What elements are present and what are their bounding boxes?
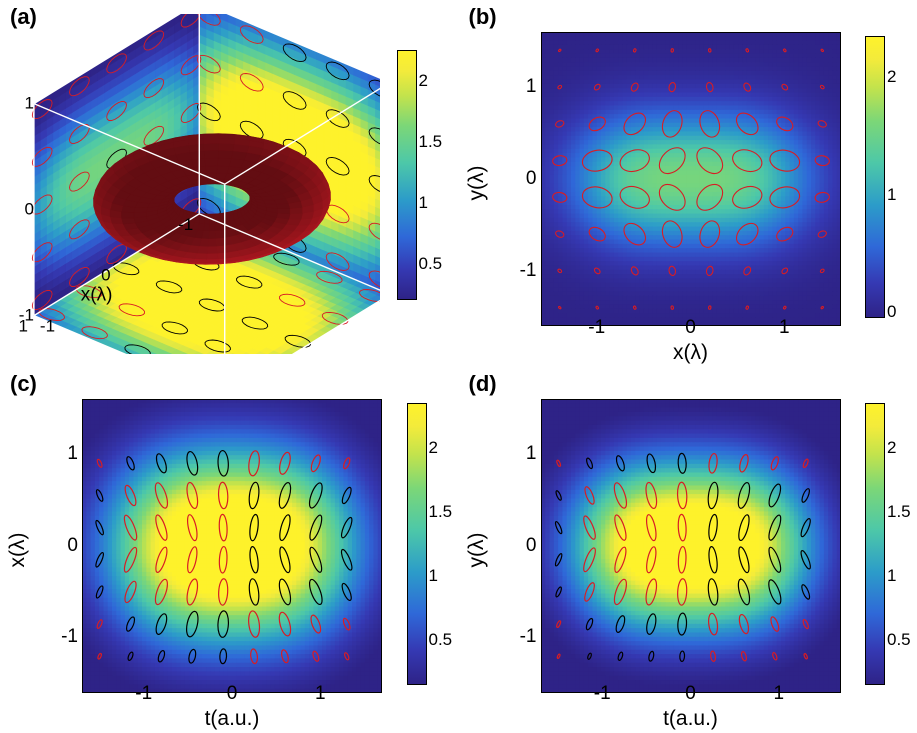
svg-text:x(λ): x(λ) (81, 285, 113, 306)
svg-text:-1: -1 (178, 215, 193, 234)
panel-b: (b) y(λ) -101 -101 x(λ) 012 (459, 0, 917, 367)
panel-c-xticks: -101 (82, 683, 382, 703)
panel-c-colorbar (407, 403, 427, 685)
svg-text:1: 1 (18, 317, 27, 336)
panel-d-colorbar (865, 403, 885, 685)
panel-b-xticks: -101 (541, 317, 841, 337)
panel-label-b: (b) (469, 4, 497, 30)
svg-text:1: 1 (24, 94, 33, 113)
panel-d: (d) y(λ) -101 -101 t(a.u.) 0.511.52 (459, 367, 917, 733)
figure-grid: (a) -101-101-101y(λ)x(λ)t(a.u.) 0.511.52… (0, 0, 917, 733)
panel-c-colorbar-ticks: 0.511.52 (429, 397, 459, 689)
panel-d-xticks: -101 (541, 683, 841, 703)
svg-text:0: 0 (101, 266, 110, 285)
panel-c-ylabel: x(λ) (6, 532, 30, 567)
svg-text:-1: -1 (40, 317, 55, 336)
panel-label-d: (d) (469, 371, 497, 397)
panel-a: (a) -101-101-101y(λ)x(λ)t(a.u.) 0.511.52 (0, 0, 459, 367)
panel-c-plot (82, 399, 382, 693)
panel-b-colorbar (865, 36, 885, 318)
panel-a-3d: -101-101-101y(λ)x(λ)t(a.u.) (12, 14, 380, 354)
panel-b-xlabel: x(λ) (673, 341, 708, 365)
panel-b-colorbar-ticks: 012 (887, 30, 917, 322)
panel-d-yticks: -101 (503, 399, 539, 693)
svg-text:0: 0 (24, 200, 33, 219)
panel-label-c: (c) (10, 371, 37, 397)
panel-d-colorbar-ticks: 0.511.52 (887, 397, 917, 689)
panel-b-yticks: -101 (503, 32, 539, 326)
panel-c-yticks: -101 (44, 399, 80, 693)
panel-b-ylabel: y(λ) (465, 166, 489, 201)
panel-c-xlabel: t(a.u.) (205, 707, 260, 731)
panel-a-colorbar-ticks: 0.511.52 (419, 44, 449, 304)
panel-d-xlabel: t(a.u.) (663, 707, 718, 731)
panel-d-plot (541, 399, 841, 693)
panel-d-ylabel: y(λ) (465, 532, 489, 567)
panel-b-plot (541, 32, 841, 326)
panel-a-colorbar (397, 50, 417, 300)
panel-c: (c) x(λ) -101 -101 t(a.u.) 0.511.52 (0, 367, 459, 733)
panel-label-a: (a) (10, 4, 37, 30)
